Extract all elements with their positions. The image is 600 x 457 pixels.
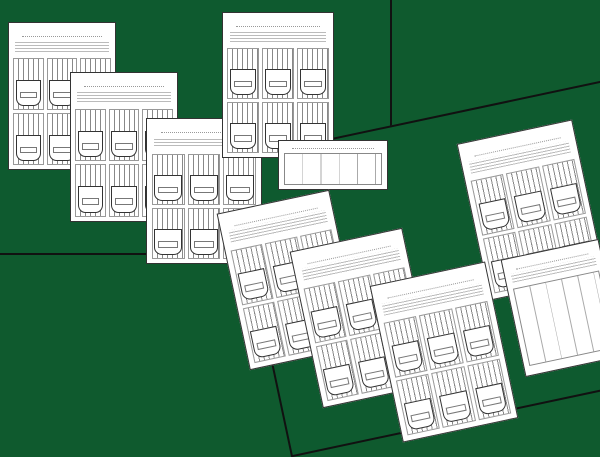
pocket-grid (227, 47, 329, 153)
pocket-label (409, 411, 431, 423)
pocket-label (115, 198, 133, 206)
word-strips-cell (262, 47, 294, 99)
pocket-label (234, 80, 253, 88)
pocket-icon (299, 69, 326, 95)
pocket-icon (439, 390, 473, 424)
pocket-label (81, 142, 100, 150)
word-strips-cell (13, 112, 44, 165)
pocket-label (244, 281, 265, 293)
pocket-icon (15, 79, 42, 106)
pocket-label (268, 80, 288, 88)
pocket-icon (323, 363, 356, 397)
pocket-label (520, 203, 542, 215)
word-strips-cell (187, 207, 221, 259)
worksheet-header (83, 77, 165, 88)
pocket-label (397, 353, 419, 365)
pocket-label (329, 376, 350, 388)
pocket-label (256, 338, 277, 350)
pocket-label (53, 91, 71, 99)
pocket-icon (77, 130, 104, 158)
pocket-icon (250, 325, 283, 359)
pocket-icon (226, 175, 254, 201)
pocket-label (268, 134, 288, 142)
pocket-icon (230, 69, 257, 95)
pocket-icon (310, 305, 344, 339)
worksheet-header (160, 124, 248, 134)
pocket-label (469, 337, 490, 350)
pocket-label (317, 319, 338, 331)
instruction-text (153, 136, 255, 149)
pocket-label (230, 186, 250, 194)
pocket-label (481, 395, 503, 407)
instruction-text (15, 40, 109, 52)
pocket-icon (478, 197, 512, 232)
word-strips-cell (227, 47, 260, 99)
pocket-icon (111, 186, 137, 213)
pocket-label (81, 198, 100, 206)
word-table (512, 269, 600, 366)
word-strips-cell (227, 101, 260, 153)
word-strips-cell (108, 164, 140, 217)
pocket-icon (77, 186, 104, 213)
pocket-icon (15, 134, 42, 161)
pocket-label (364, 369, 385, 381)
pocket-icon (403, 397, 437, 431)
pocket-grid (383, 300, 512, 436)
word-table (284, 153, 382, 186)
pocket-label (352, 311, 373, 323)
pocket-icon (391, 339, 425, 374)
pocket-icon (462, 324, 496, 358)
pocket-icon (474, 382, 508, 416)
word-strips-cell (108, 108, 140, 162)
word-strips-cell (75, 108, 106, 162)
worksheet-page (222, 12, 334, 158)
instruction-text (77, 90, 171, 103)
pocket-icon (426, 332, 460, 366)
pocket-label (433, 345, 455, 357)
pocket-icon (190, 175, 218, 201)
pocket-label (19, 146, 38, 154)
pocket-icon (190, 229, 218, 255)
pocket-icon (154, 175, 182, 201)
word-strips-cell (296, 47, 329, 99)
pocket-label (53, 146, 71, 154)
word-strips-cell (151, 207, 185, 259)
pocket-icon (237, 267, 271, 301)
word-strips-cell (13, 58, 44, 110)
word-strips-cell (75, 164, 106, 217)
pocket-label (158, 186, 178, 194)
worksheet-header (291, 145, 375, 150)
pocket-label (115, 142, 133, 150)
worksheet-page (146, 118, 262, 264)
worksheet-header (236, 17, 320, 28)
pocket-label (194, 240, 214, 248)
pocket-icon (549, 182, 583, 216)
word-strips-cell (187, 153, 221, 205)
pocket-label (556, 195, 577, 208)
pocket-icon (513, 190, 547, 224)
instruction-text (229, 30, 327, 42)
pocket-label (158, 240, 178, 248)
worksheet-table-page (278, 140, 388, 190)
pocket-label (303, 80, 322, 88)
pocket-label (19, 91, 38, 99)
pocket-label (484, 211, 506, 223)
word-strips-cell (151, 153, 185, 205)
worksheet-header (21, 27, 103, 37)
pocket-icon (154, 229, 182, 255)
pocket-label (194, 186, 214, 194)
pocket-icon (230, 123, 257, 149)
pocket-icon (111, 130, 137, 158)
pocket-label (445, 403, 467, 415)
pocket-icon (264, 69, 292, 95)
word-strips-cell (223, 153, 257, 205)
pocket-label (234, 134, 253, 142)
